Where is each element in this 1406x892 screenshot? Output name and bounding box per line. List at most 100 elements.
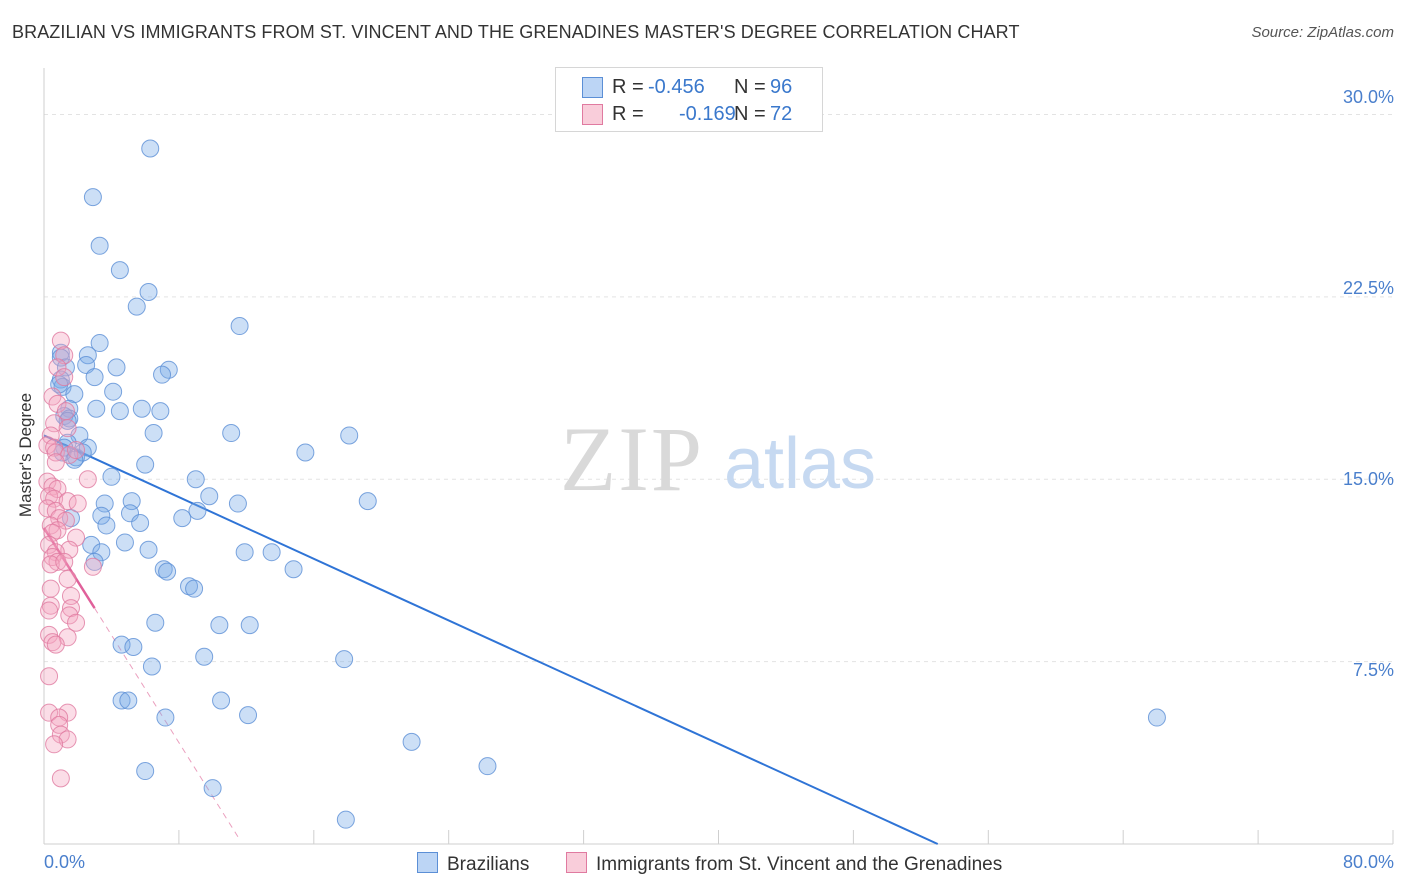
- data-point-immigrants: [41, 555, 60, 574]
- data-point-brazilians: [87, 399, 106, 418]
- data-point-immigrants: [40, 667, 59, 686]
- data-point-immigrants: [45, 414, 64, 433]
- data-point-brazilians: [115, 533, 134, 552]
- data-point-immigrants: [83, 557, 102, 576]
- legend-n-value: 96: [770, 76, 793, 98]
- chart-title: BRAZILIAN VS IMMIGRANTS FROM ST. VINCENT…: [12, 22, 1020, 42]
- stats-legend: R = -0.456 N = 96 R = -0.169 N = 72: [555, 67, 823, 132]
- data-point-immigrants: [40, 703, 59, 722]
- data-point-immigrants: [48, 358, 67, 377]
- data-point-brazilians: [151, 402, 170, 421]
- data-point-immigrants: [67, 441, 86, 460]
- data-point-brazilians: [200, 487, 219, 506]
- data-point-brazilians: [107, 358, 126, 377]
- data-point-immigrants: [48, 521, 67, 540]
- data-point-brazilians: [180, 577, 199, 596]
- y-axis-label: Master's Degree: [16, 392, 35, 518]
- data-point-brazilians: [358, 492, 377, 511]
- data-point-immigrants: [58, 419, 77, 438]
- data-point-brazilians: [90, 236, 109, 255]
- data-point-brazilians: [136, 762, 155, 781]
- grid-lines: [44, 113, 1393, 663]
- legend-n-label: N =: [734, 103, 766, 125]
- data-point-immigrants: [46, 635, 65, 654]
- data-point-brazilians: [188, 501, 207, 520]
- data-point-brazilians: [78, 438, 97, 457]
- data-point-immigrants: [61, 599, 80, 618]
- data-point-brazilians: [132, 399, 151, 418]
- data-point-brazilians: [195, 647, 214, 666]
- data-point-brazilians: [65, 385, 84, 404]
- legend-swatch-blue: [582, 77, 603, 98]
- data-point-brazilians: [139, 540, 158, 559]
- data-point-immigrants: [38, 472, 57, 491]
- legend-swatch-pink: [566, 852, 587, 873]
- data-point-brazilians: [104, 382, 123, 401]
- data-point-brazilians: [478, 757, 497, 776]
- data-point-immigrants: [43, 633, 62, 652]
- data-point-immigrants: [43, 548, 62, 567]
- data-point-brazilians: [144, 424, 163, 443]
- data-point-immigrants: [67, 613, 86, 632]
- data-point-immigrants: [46, 453, 65, 472]
- data-point-immigrants: [78, 470, 97, 489]
- data-point-immigrants: [55, 552, 74, 571]
- trend-line-immigrants-extension: [94, 607, 239, 837]
- legend-n-label: N =: [734, 76, 766, 98]
- data-point-brazilians: [240, 616, 259, 635]
- data-point-brazilians: [92, 506, 111, 525]
- data-point-brazilians: [112, 635, 131, 654]
- data-point-brazilians: [402, 732, 421, 751]
- data-point-brazilians: [262, 543, 281, 562]
- data-point-immigrants: [41, 579, 60, 598]
- data-point-immigrants: [40, 535, 59, 554]
- data-point-immigrants: [41, 426, 60, 445]
- source-label: Source: ZipAtlas.com: [1251, 24, 1394, 41]
- data-point-brazilians: [239, 706, 258, 725]
- data-point-immigrants: [58, 730, 77, 749]
- data-point-brazilians: [210, 616, 229, 635]
- data-point-brazilians: [222, 424, 241, 443]
- data-point-immigrants: [58, 569, 77, 588]
- data-point-brazilians: [92, 543, 111, 562]
- data-point-brazilians: [102, 467, 121, 486]
- data-point-immigrants: [55, 368, 74, 387]
- data-point-brazilians: [153, 365, 172, 384]
- data-point-brazilians: [97, 516, 116, 535]
- legend-item-brazilians: Brazilians: [417, 852, 529, 876]
- watermark: ZIP atlas: [560, 408, 876, 510]
- data-point-brazilians: [83, 188, 102, 207]
- watermark-atlas: atlas: [724, 424, 876, 504]
- data-point-brazilians: [136, 455, 155, 474]
- x-tick-label: 0.0%: [44, 852, 86, 872]
- data-point-brazilians: [146, 613, 165, 632]
- data-point-brazilians: [156, 708, 175, 727]
- legend-r-value: -0.169: [679, 103, 736, 125]
- data-point-immigrants: [60, 606, 79, 625]
- data-point-brazilians: [142, 657, 161, 676]
- legend-r-label: R =: [612, 103, 644, 125]
- data-point-brazilians: [154, 560, 173, 579]
- data-point-brazilians: [335, 650, 354, 669]
- data-point-brazilians: [131, 514, 150, 533]
- legend-r-label: R =: [612, 76, 644, 98]
- y-tick-label: 30.0%: [1342, 87, 1394, 107]
- data-point-brazilians: [124, 638, 143, 657]
- data-point-immigrants: [68, 494, 87, 513]
- y-tick-label: 15.0%: [1342, 469, 1394, 489]
- data-point-brazilians: [284, 560, 303, 579]
- legend-n-value: 72: [770, 103, 793, 125]
- data-point-brazilians: [296, 443, 315, 462]
- data-point-brazilians: [158, 562, 177, 581]
- data-point-brazilians: [212, 691, 231, 710]
- data-point-brazilians: [141, 139, 160, 158]
- data-point-brazilians: [95, 494, 114, 513]
- data-point-immigrants: [40, 601, 59, 620]
- data-point-brazilians: [82, 535, 101, 554]
- axes: [43, 68, 1394, 845]
- data-point-brazilians: [1147, 708, 1166, 727]
- data-point-brazilians: [119, 691, 138, 710]
- watermark-zip: ZIP: [560, 408, 704, 510]
- legend-swatch-blue: [417, 852, 438, 873]
